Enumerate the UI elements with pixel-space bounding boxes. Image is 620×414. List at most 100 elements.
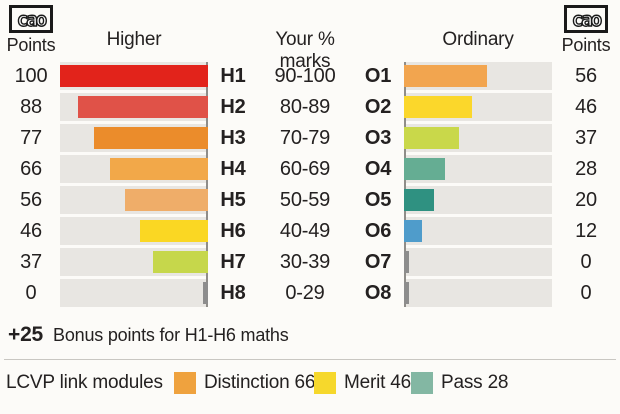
right-points-label: Points [561, 35, 611, 55]
ordinary-grade-label: O7 [364, 251, 392, 273]
higher-bar-track [60, 277, 208, 307]
ordinary-points-value: 37 [575, 127, 597, 149]
left-points-header: cao Points [4, 3, 58, 56]
legend-swatch [314, 372, 336, 394]
higher-bar [203, 282, 208, 304]
ordinary-bar [404, 65, 487, 87]
percent-range: 50-59 [279, 189, 331, 211]
grade-row: 37 H7 30-39 O7 0 [4, 246, 616, 279]
ordinary-bar [404, 251, 409, 273]
percent-range: 90-100 [274, 65, 336, 87]
percent-range: 70-79 [279, 127, 331, 149]
grade-row: 88 H2 80-89 O2 46 [4, 91, 616, 124]
legend-label: Distinction 66 [204, 372, 316, 393]
grade-row: 56 H5 50-59 O5 20 [4, 184, 616, 217]
ordinary-bar-track [404, 62, 552, 93]
higher-points-value: 46 [20, 220, 42, 242]
higher-grade-label: H5 [220, 189, 246, 211]
ordinary-grade-label: O3 [364, 127, 392, 149]
ordinary-bar [404, 158, 446, 180]
ordinary-column-heading: Ordinary [442, 29, 514, 50]
divider [4, 359, 616, 360]
higher-bar-track [60, 122, 208, 155]
ordinary-bar [404, 282, 409, 304]
higher-grade-label: H8 [220, 282, 246, 304]
grade-rows: 100 H1 90-100 O1 56 88 H2 80-89 O2 46 [4, 61, 616, 309]
legend-swatch [411, 372, 434, 394]
higher-grade-label: H3 [220, 127, 246, 149]
ordinary-grade-label: O8 [364, 282, 392, 304]
higher-bar [139, 220, 208, 242]
grade-row: 46 H6 40-49 O6 12 [4, 215, 616, 248]
higher-bar [153, 251, 208, 273]
marks-column-heading: Your % marks [275, 29, 335, 72]
ordinary-bar [404, 220, 422, 242]
ordinary-points-value: 12 [575, 220, 597, 242]
higher-bar [60, 65, 208, 87]
header: cao Points Higher Your % marks Ordinary … [4, 3, 618, 72]
right-points-header: cao Points [554, 3, 618, 56]
legend-swatch [174, 372, 196, 394]
higher-grade-label: H7 [220, 251, 246, 273]
ordinary-bar-track [404, 246, 552, 279]
grade-row: 66 H4 60-69 O4 28 [4, 153, 616, 186]
higher-bar-track [60, 153, 208, 186]
ordinary-bar [404, 96, 473, 118]
ordinary-points-value: 46 [575, 96, 597, 118]
legend-item: Merit 46 [314, 372, 411, 394]
legend-title: LCVP link modules [6, 372, 163, 393]
grade-row: 0 H8 0-29 O8 0 [4, 277, 616, 309]
higher-points-value: 0 [25, 282, 37, 304]
bonus-value: +25 [8, 323, 44, 346]
ordinary-grade-label: O6 [364, 220, 392, 242]
higher-points-value: 37 [20, 251, 42, 273]
higher-bar [125, 189, 208, 211]
ordinary-points-value: 20 [575, 189, 597, 211]
grade-row: 100 H1 90-100 O1 56 [4, 61, 616, 93]
higher-points-value: 56 [20, 189, 42, 211]
grade-row: 77 H3 70-79 O3 37 [4, 122, 616, 155]
cao-logo-icon: cao [9, 5, 53, 33]
lcvp-legend: LCVP link modules Distinction 66 Merit 4… [4, 360, 616, 394]
left-points-label: Points [6, 35, 56, 55]
percent-range: 30-39 [279, 251, 331, 273]
higher-points-value: 66 [20, 158, 42, 180]
svg-text:cao: cao [572, 9, 602, 31]
higher-bar-track [60, 215, 208, 248]
ordinary-grade-label: O1 [364, 65, 392, 87]
legend-label: Pass 28 [441, 372, 509, 393]
cao-points-infographic: cao Points Higher Your % marks Ordinary … [4, 3, 618, 394]
higher-bar-track [60, 184, 208, 217]
higher-points-value: 77 [20, 127, 42, 149]
higher-bar [110, 158, 208, 180]
ordinary-bar-track [404, 153, 552, 186]
ordinary-points-value: 28 [575, 158, 597, 180]
ordinary-bar-track [404, 91, 552, 124]
higher-bar [77, 96, 208, 118]
higher-grade-label: H1 [220, 65, 246, 87]
higher-bar [94, 127, 208, 149]
legend-item: Pass 28 [411, 372, 509, 394]
legend-item: Distinction 66 [174, 372, 316, 394]
ordinary-bar-track [404, 215, 552, 248]
percent-range: 40-49 [279, 220, 331, 242]
higher-bar-track [60, 246, 208, 279]
ordinary-grade-label: O4 [364, 158, 392, 180]
cao-logo-icon: cao [564, 5, 608, 33]
percent-range: 0-29 [285, 282, 325, 304]
ordinary-bar-track [404, 122, 552, 155]
ordinary-grade-label: O5 [364, 189, 392, 211]
higher-bar-track [60, 62, 208, 93]
ordinary-bar [404, 189, 434, 211]
higher-points-value: 100 [14, 65, 48, 87]
ordinary-bar [404, 127, 459, 149]
higher-grade-label: H4 [220, 158, 246, 180]
percent-range: 60-69 [279, 158, 331, 180]
svg-text:cao: cao [17, 9, 47, 31]
higher-grade-label: H6 [220, 220, 246, 242]
ordinary-bar-track [404, 277, 552, 307]
ordinary-points-value: 56 [575, 65, 597, 87]
percent-range: 80-89 [279, 96, 331, 118]
bonus-text: Bonus points for H1-H6 maths [53, 325, 289, 345]
bonus-note: +25 Bonus points for H1-H6 maths [4, 309, 616, 347]
